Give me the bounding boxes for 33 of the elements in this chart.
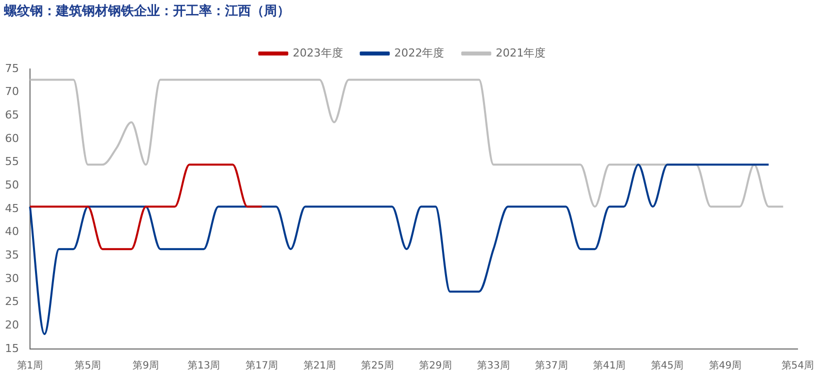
y-tick-label: 25 [4, 295, 19, 308]
x-tick-label: 第41周 [592, 360, 626, 372]
x-tick-label: 第5周 [74, 360, 102, 372]
chart-title: 螺纹钢：建筑钢材钢铁企业：开工率：江西（周） [4, 2, 290, 20]
y-tick-label: 70 [4, 85, 19, 98]
x-tick-label: 第54周 [781, 360, 814, 372]
y-tick-label: 65 [4, 108, 19, 122]
legend-label: 2022年度 [394, 46, 444, 60]
x-tick-label: 第45周 [650, 360, 684, 372]
y-tick-label: 45 [4, 202, 19, 215]
x-tick-label: 第13周 [187, 360, 220, 372]
line-series [28, 164, 770, 336]
y-tick-label: 35 [4, 248, 19, 262]
y-tick-label: 30 [4, 272, 19, 285]
y-tick-label: 55 [4, 155, 19, 168]
y-tick-label: 60 [4, 132, 19, 145]
x-tick-label: 第29周 [419, 360, 452, 372]
y-tick-label: 50 [4, 178, 19, 192]
y-tick-label: 20 [4, 318, 19, 332]
legend-label: 2021年度 [496, 46, 546, 60]
x-tick-label: 第1周 [16, 360, 44, 372]
x-tick-label: 第21周 [303, 360, 336, 372]
x-tick-label: 第49周 [708, 360, 742, 372]
y-tick-label: 15 [4, 342, 19, 355]
x-tick-label: 第37周 [535, 360, 568, 372]
x-tick-label: 第33周 [477, 360, 510, 372]
x-tick-label: 第25周 [361, 360, 394, 372]
x-tick-label: 第9周 [132, 360, 160, 372]
y-tick-label: 75 [4, 62, 19, 75]
line-series [28, 78, 784, 208]
y-tick-label: 40 [4, 225, 19, 238]
legend-label: 2023年度 [292, 46, 343, 60]
x-tick-label: 第17周 [245, 360, 278, 372]
